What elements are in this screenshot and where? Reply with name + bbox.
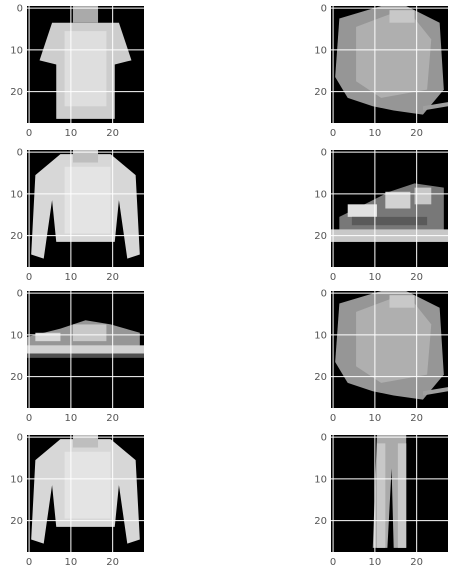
y-tick-label: 10 [314,189,327,200]
x-tick-label: 0 [26,413,32,424]
y-tick-label: 0 [321,4,327,15]
x-tick-label: 20 [106,128,119,139]
x-tick-label: 0 [330,413,336,424]
y-tick-label: 10 [10,474,23,485]
trouser-image [372,435,407,548]
x-tick-label: 10 [65,128,78,139]
x-tick-label: 0 [330,557,336,568]
y-tick-label: 0 [321,289,327,300]
sandal-image [27,320,144,358]
x-tick-label: 10 [369,272,382,283]
t-shirt-image [39,6,132,119]
x-tick-label: 10 [65,272,78,283]
y-tick-label: 10 [10,45,23,56]
y-tick-label: 0 [17,289,23,300]
x-tick-label: 20 [410,557,423,568]
y-tick-label: 20 [314,372,327,383]
y-tick-label: 20 [314,87,327,98]
x-tick-label: 10 [65,557,78,568]
y-tick-label: 10 [314,330,327,341]
x-tick-label: 0 [330,272,336,283]
image-panel-4: 0 10 20 0 10 20 [314,148,448,283]
x-tick-label: 0 [26,557,32,568]
image-panel-2: 0 10 20 0 10 20 [314,4,448,139]
x-tick-label: 20 [410,272,423,283]
y-tick-label: 10 [314,45,327,56]
image-panel-8: 0 10 20 0 10 20 [314,433,448,568]
x-tick-label: 10 [369,557,382,568]
x-tick-label: 20 [106,272,119,283]
image-panel-1: 0 10 20 0 10 20 [10,4,144,139]
y-tick-label: 20 [10,516,23,527]
y-tick-label: 0 [321,433,327,444]
y-tick-label: 0 [17,4,23,15]
shirt-image [335,291,448,400]
x-tick-label: 10 [65,413,78,424]
y-tick-label: 20 [10,87,23,98]
x-tick-label: 20 [106,557,119,568]
image-panel-5: 0 10 20 0 10 20 [10,289,144,424]
image-panel-7: 0 10 20 0 10 20 [10,433,144,568]
x-tick-label: 0 [26,272,32,283]
y-tick-label: 20 [10,372,23,383]
x-tick-label: 10 [369,128,382,139]
y-tick-label: 0 [17,148,23,159]
x-tick-label: 20 [106,413,119,424]
x-tick-label: 20 [410,128,423,139]
y-tick-label: 10 [10,189,23,200]
image-panel-6: 0 10 20 0 10 20 [314,289,448,424]
image-panel-3: 0 10 20 0 10 20 [10,148,144,283]
x-tick-label: 10 [369,413,382,424]
y-tick-label: 20 [10,231,23,242]
y-tick-label: 10 [10,330,23,341]
x-tick-label: 0 [330,128,336,139]
y-tick-label: 20 [314,231,327,242]
y-tick-label: 0 [17,433,23,444]
y-tick-label: 20 [314,516,327,527]
x-tick-label: 20 [410,413,423,424]
y-tick-label: 0 [321,148,327,159]
x-tick-label: 0 [26,128,32,139]
y-tick-label: 10 [314,474,327,485]
shirt-image [335,6,448,115]
